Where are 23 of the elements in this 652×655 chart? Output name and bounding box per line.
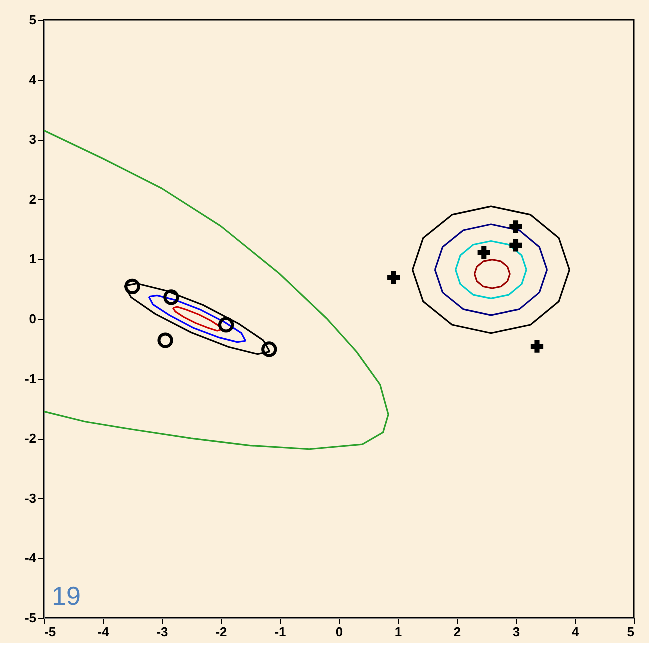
x-tick-label: 3	[512, 624, 520, 640]
x-tick-label: 4	[572, 624, 580, 640]
x-tick-label: -2	[216, 624, 228, 640]
y-tick-label: 2	[29, 192, 36, 207]
y-tick-label: -4	[24, 550, 38, 566]
y-tick-label: 3	[29, 132, 36, 148]
annotation: 19	[52, 581, 81, 611]
y-tick-label: 4	[29, 72, 38, 88]
x-tick-label: -1	[274, 624, 286, 640]
y-tick-label: 5	[29, 12, 36, 28]
x-tick-label: -3	[156, 624, 168, 640]
y-tick-label: 1	[29, 252, 36, 267]
y-tick-label: -3	[24, 490, 36, 506]
y-tick-label: -5	[24, 610, 36, 626]
x-tick-label: 0	[336, 624, 344, 640]
y-tick-label: -1	[24, 371, 36, 386]
y-tick-label: 0	[29, 312, 36, 326]
x-tick-label: 2	[454, 624, 462, 640]
x-tick-label: -5	[44, 624, 56, 640]
x-tick-label: 1	[394, 624, 402, 640]
x-tick-label: -4	[98, 624, 110, 640]
y-tick-label: -2	[24, 431, 36, 446]
x-tick-label: 5	[627, 624, 634, 640]
